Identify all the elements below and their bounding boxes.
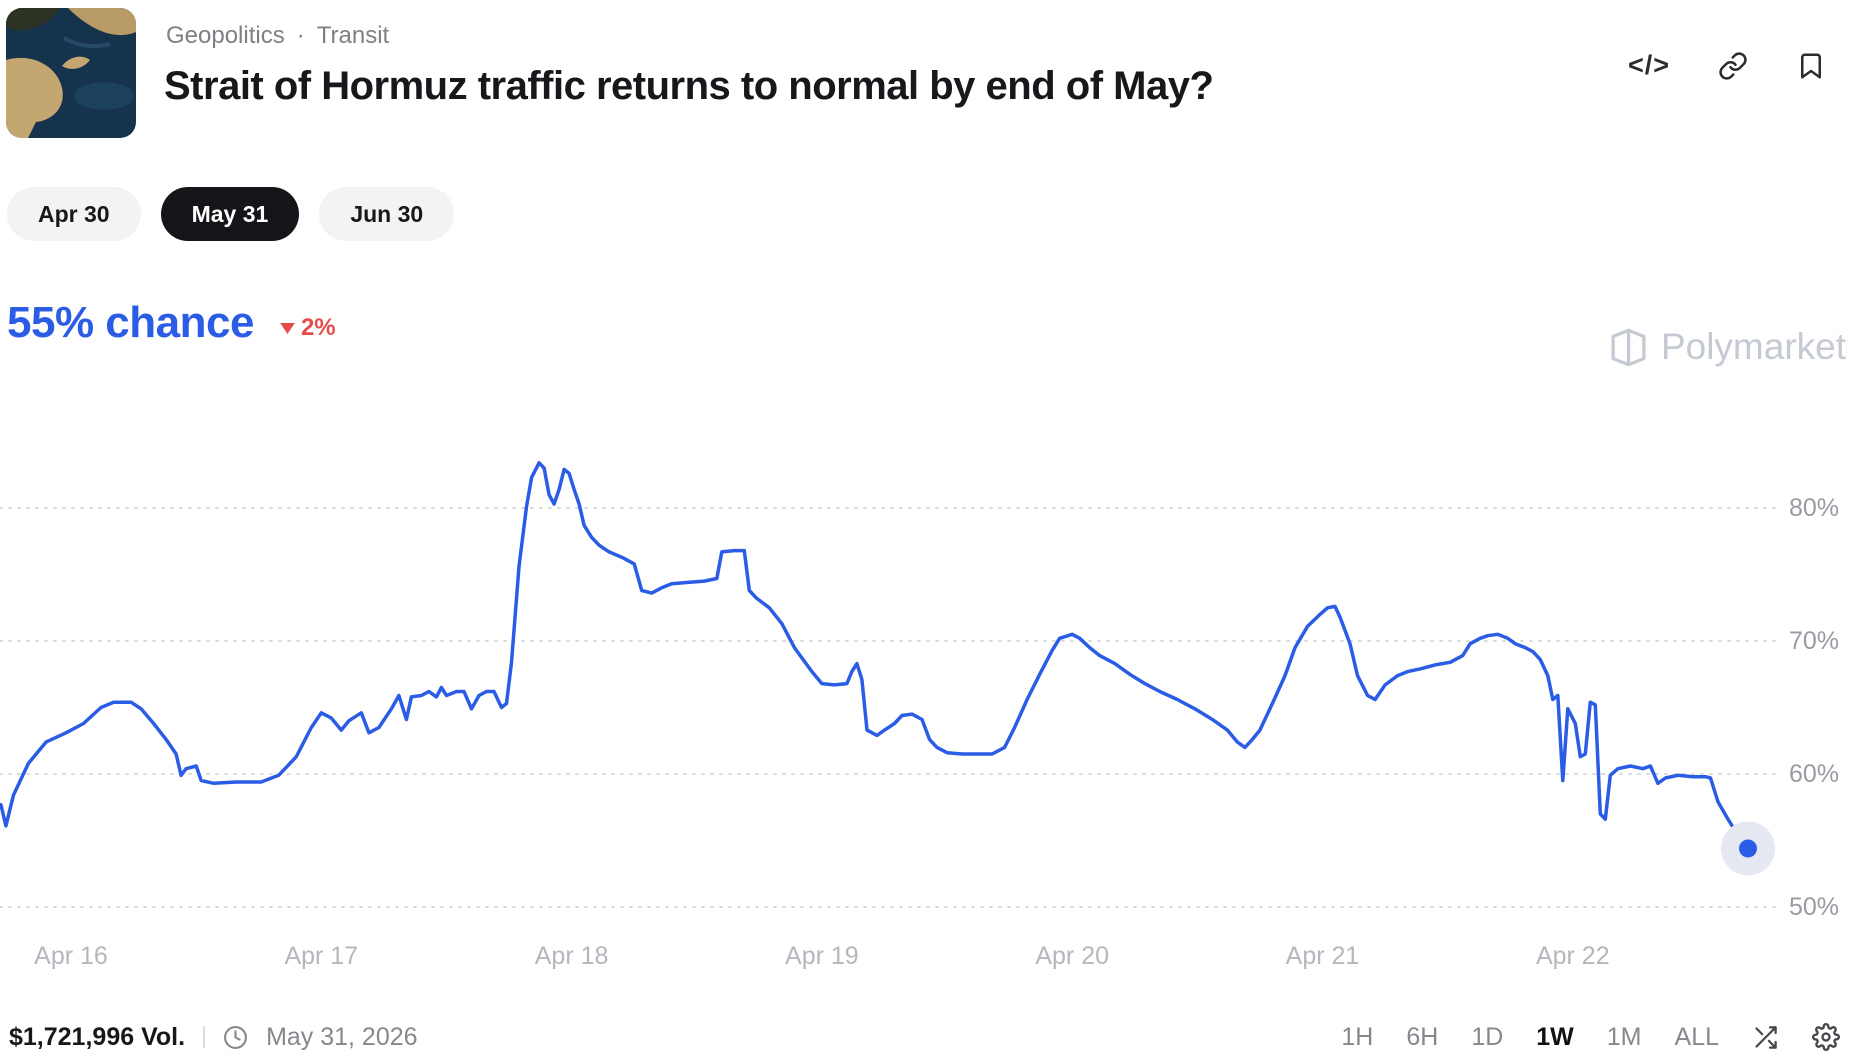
- x-axis-label: Apr 20: [1035, 942, 1110, 970]
- range-controls: 1H 6H 1D 1W 1M ALL: [1341, 1023, 1840, 1052]
- copy-link-icon[interactable]: [1718, 51, 1748, 81]
- range-1d[interactable]: 1D: [1471, 1022, 1504, 1051]
- price-change: 2%: [280, 314, 336, 342]
- tab-may-31[interactable]: May 31: [160, 187, 300, 241]
- strait-satellite-image: [6, 8, 136, 138]
- price-change-value: 2%: [300, 314, 336, 341]
- breadcrumb-category[interactable]: Geopolitics: [166, 22, 285, 49]
- footer-divider: [203, 1026, 206, 1048]
- chance-value: 55% chance: [7, 298, 254, 347]
- range-1h[interactable]: 1H: [1341, 1022, 1374, 1051]
- polymarket-logo-icon: [1611, 328, 1646, 366]
- header-actions: </>: [1628, 50, 1826, 81]
- market-thumbnail: [6, 8, 136, 138]
- y-axis-label: 50%: [1789, 893, 1840, 921]
- current-price-dot: [1739, 839, 1758, 858]
- end-date-label: May 31, 2026: [266, 1022, 418, 1051]
- x-axis-label: Apr 16: [34, 942, 108, 970]
- range-1m[interactable]: 1M: [1606, 1022, 1642, 1051]
- tab-apr-30[interactable]: Apr 30: [7, 187, 141, 241]
- footer-meta: $1,721,996 Vol. May 31, 2026: [9, 1023, 418, 1052]
- arrow-down-icon: [280, 322, 295, 334]
- clock-icon: [223, 1025, 248, 1050]
- chance-row: 55% chance 2%: [7, 298, 336, 348]
- range-1w[interactable]: 1W: [1536, 1022, 1574, 1051]
- chart-footer: $1,721,996 Vol. May 31, 2026 1H 6H 1D 1W…: [0, 1014, 1856, 1060]
- price-chart[interactable]: 80% 70% 60% 50% Apr 16 Apr 17 Apr 18 Apr 19 Apr…: [0, 440, 1856, 1000]
- breadcrumb-separator: ·: [296, 22, 305, 49]
- breadcrumb-subcategory[interactable]: Transit: [316, 22, 390, 49]
- bookmark-icon[interactable]: [1796, 51, 1826, 81]
- embed-code-icon[interactable]: </>: [1627, 50, 1670, 80]
- breadcrumb: Geopolitics · Transit: [166, 22, 389, 50]
- outcome-tabs: Apr 30 May 31 Jun 30: [7, 187, 455, 241]
- tab-jun-30[interactable]: Jun 30: [319, 187, 455, 241]
- market-title: Strait of Hormuz traffic returns to norm…: [164, 64, 1214, 108]
- x-axis-label: Apr 17: [284, 942, 359, 970]
- y-axis-label: 70%: [1789, 627, 1840, 655]
- x-axis-label: Apr 19: [785, 942, 859, 970]
- compare-shuffle-icon[interactable]: [1752, 1024, 1779, 1051]
- volume-label: $1,721,996 Vol.: [9, 1022, 186, 1051]
- y-axis-label: 60%: [1789, 760, 1840, 788]
- x-axis-label: Apr 21: [1285, 942, 1360, 970]
- price-line: [0, 461, 1750, 851]
- range-6h[interactable]: 6H: [1406, 1022, 1439, 1051]
- x-axis-label: Apr 18: [534, 942, 609, 970]
- y-axis-label: 80%: [1789, 494, 1840, 522]
- polymarket-watermark: Polymarket: [1608, 326, 1846, 368]
- chart-canvas: [0, 461, 1778, 908]
- watermark-text: Polymarket: [1660, 326, 1846, 367]
- x-axis-label: Apr 22: [1535, 942, 1610, 970]
- range-all[interactable]: ALL: [1674, 1022, 1719, 1051]
- settings-gear-icon[interactable]: [1812, 1023, 1840, 1051]
